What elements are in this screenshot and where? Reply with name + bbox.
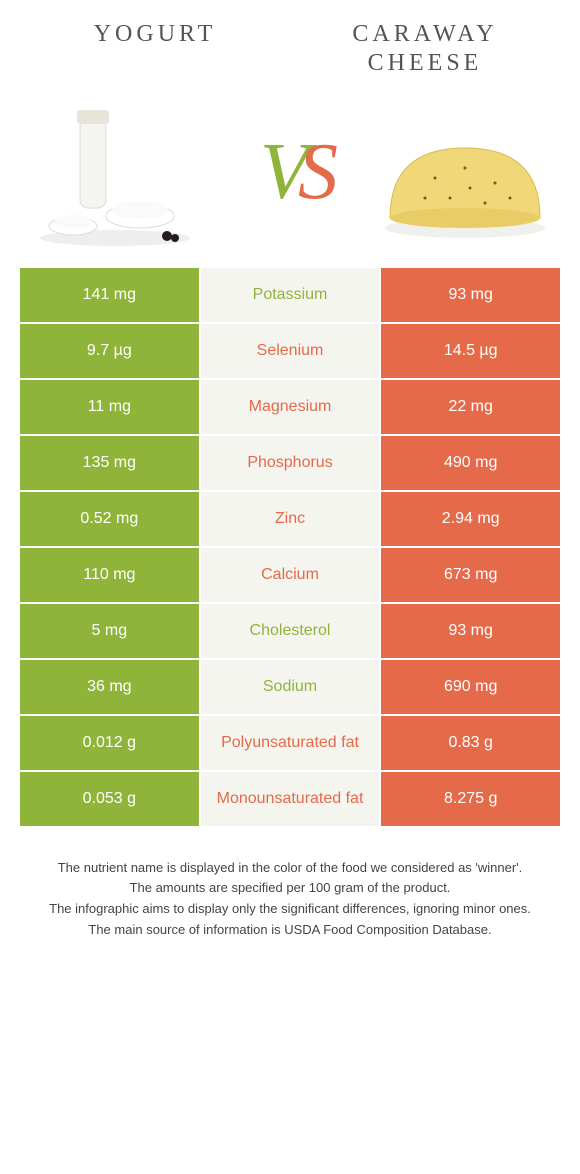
value-left: 0.012 g (20, 716, 201, 772)
nutrient-label: Polyunsaturated fat (201, 716, 380, 772)
nutrient-label: Monounsaturated fat (201, 772, 380, 828)
value-right: 8.275 g (379, 772, 560, 828)
table-row: 0.52 mgZinc2.94 mg (20, 492, 560, 548)
footer-line: The infographic aims to display only the… (40, 899, 540, 920)
nutrient-label: Magnesium (201, 380, 380, 436)
table-row: 11 mgMagnesium22 mg (20, 380, 560, 436)
title-left: YOGURT (20, 20, 290, 49)
nutrient-label: Potassium (201, 268, 380, 324)
table-row: 5 mgCholesterol93 mg (20, 604, 560, 660)
value-right: 673 mg (379, 548, 560, 604)
value-left: 141 mg (20, 268, 201, 324)
value-right: 0.83 g (379, 716, 560, 772)
nutrient-table: 141 mgPotassium93 mg9.7 µgSelenium14.5 µ… (20, 268, 560, 828)
value-left: 9.7 µg (20, 324, 201, 380)
value-right: 2.94 mg (379, 492, 560, 548)
svg-text:S: S (298, 128, 338, 216)
value-left: 135 mg (20, 436, 201, 492)
value-left: 5 mg (20, 604, 201, 660)
value-right: 93 mg (379, 604, 560, 660)
nutrient-label: Sodium (201, 660, 380, 716)
nutrient-label: Phosphorus (201, 436, 380, 492)
hero-row: V S (0, 88, 580, 268)
value-left: 0.52 mg (20, 492, 201, 548)
title-right-line1: CARAWAY (290, 20, 560, 49)
cheese-image (370, 98, 560, 248)
table-row: 0.012 gPolyunsaturated fat0.83 g (20, 716, 560, 772)
table-row: 135 mgPhosphorus490 mg (20, 436, 560, 492)
value-left: 11 mg (20, 380, 201, 436)
yogurt-image (20, 98, 210, 248)
vs-icon: V S (220, 128, 360, 218)
value-left: 110 mg (20, 548, 201, 604)
yogurt-icon (25, 98, 205, 248)
footer-notes: The nutrient name is displayed in the co… (0, 828, 580, 961)
table-row: 110 mgCalcium673 mg (20, 548, 560, 604)
header-right: CARAWAY CHEESE (290, 20, 560, 78)
value-left: 0.053 g (20, 772, 201, 828)
table-row: 36 mgSodium690 mg (20, 660, 560, 716)
cheese-icon (375, 98, 555, 248)
nutrient-label: Zinc (201, 492, 380, 548)
value-right: 490 mg (379, 436, 560, 492)
header-left: YOGURT (20, 20, 290, 78)
table-row: 141 mgPotassium93 mg (20, 268, 560, 324)
value-right: 690 mg (379, 660, 560, 716)
value-left: 36 mg (20, 660, 201, 716)
table-row: 9.7 µgSelenium14.5 µg (20, 324, 560, 380)
value-right: 22 mg (379, 380, 560, 436)
table-row: 0.053 gMonounsaturated fat8.275 g (20, 772, 560, 828)
footer-line: The main source of information is USDA F… (40, 920, 540, 941)
footer-line: The amounts are specified per 100 gram o… (40, 878, 540, 899)
header: YOGURT CARAWAY CHEESE (0, 0, 580, 88)
nutrient-label: Selenium (201, 324, 380, 380)
title-right-line2: CHEESE (290, 49, 560, 78)
footer-line: The nutrient name is displayed in the co… (40, 858, 540, 879)
value-right: 93 mg (379, 268, 560, 324)
nutrient-label: Calcium (201, 548, 380, 604)
nutrient-label: Cholesterol (201, 604, 380, 660)
value-right: 14.5 µg (379, 324, 560, 380)
